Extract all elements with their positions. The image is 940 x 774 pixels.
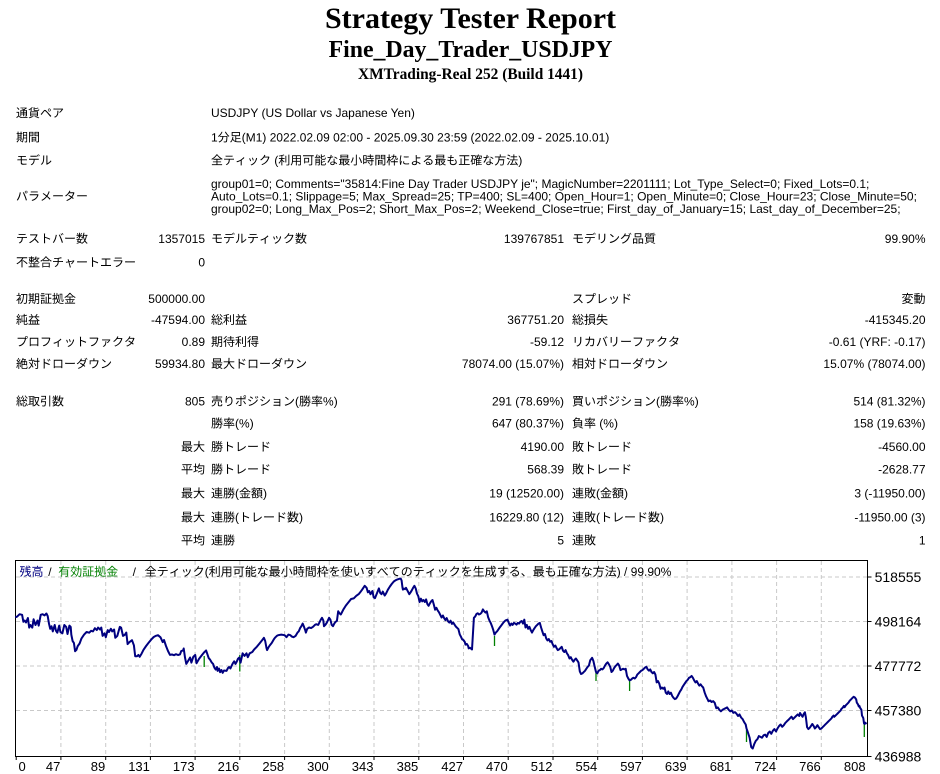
svg-text:19 (12520.00): 19 (12520.00)	[489, 487, 564, 501]
svg-text:0.89: 0.89	[182, 335, 206, 349]
svg-text:1357015: 1357015	[158, 232, 205, 246]
svg-text:597: 597	[620, 759, 642, 774]
svg-text:99.90%: 99.90%	[885, 232, 926, 246]
svg-text:-4560.00: -4560.00	[878, 440, 926, 454]
svg-text:0: 0	[198, 256, 205, 270]
svg-text:291 (78.69%): 291 (78.69%)	[492, 395, 564, 409]
svg-text:15.07% (78074.00): 15.07% (78074.00)	[823, 357, 925, 371]
svg-text:-2628.77: -2628.77	[878, 463, 926, 477]
svg-text:-415345.20: -415345.20	[865, 313, 926, 327]
svg-text:300: 300	[307, 759, 329, 774]
svg-text:0: 0	[19, 759, 26, 774]
svg-text:554: 554	[575, 759, 597, 774]
svg-text:173: 173	[173, 759, 195, 774]
svg-text:131: 131	[128, 759, 150, 774]
svg-text:385: 385	[397, 759, 419, 774]
svg-text:681: 681	[710, 759, 732, 774]
svg-text:258: 258	[262, 759, 284, 774]
svg-text:367751.20: 367751.20	[507, 313, 564, 327]
svg-text:1: 1	[919, 534, 926, 548]
svg-text:805: 805	[185, 395, 205, 409]
svg-text:16229.80 (12): 16229.80 (12)	[489, 511, 564, 525]
svg-text:139767851: 139767851	[504, 232, 564, 246]
svg-text:Auto_Lots=0.1; Slippage=5; Max: Auto_Lots=0.1; Slippage=5; Max_Spread=25…	[211, 189, 917, 203]
svg-text:477772: 477772	[875, 658, 922, 674]
svg-text:457380: 457380	[875, 703, 922, 719]
svg-text:Strategy Tester Report: Strategy Tester Report	[325, 2, 616, 35]
svg-text:518555: 518555	[875, 569, 922, 585]
svg-text:group02=0; Long_Max_Pos=2; Sho: group02=0; Long_Max_Pos=2; Short_Max_Pos…	[211, 202, 901, 216]
svg-text:-0.61 (YRF: -0.17): -0.61 (YRF: -0.17)	[829, 335, 926, 349]
svg-text:4190.00: 4190.00	[521, 440, 565, 454]
svg-text:USDJPY (US Dollar vs Japanese: USDJPY (US Dollar vs Japanese Yen)	[211, 106, 415, 120]
svg-text:500000.00: 500000.00	[148, 292, 205, 306]
svg-text:639: 639	[665, 759, 687, 774]
svg-text:-47594.00: -47594.00	[151, 313, 205, 327]
svg-text:group01=0; Comments="35814:Fin: group01=0; Comments="35814:Fine Day Trad…	[211, 177, 869, 191]
svg-text:470: 470	[486, 759, 508, 774]
svg-text:436988: 436988	[875, 748, 922, 764]
svg-text:Fine_Day_Trader_USDJPY: Fine_Day_Trader_USDJPY	[329, 37, 613, 63]
svg-text:78074.00 (15.07%): 78074.00 (15.07%)	[462, 357, 564, 371]
svg-text:766: 766	[799, 759, 821, 774]
svg-text:514 (81.32%): 514 (81.32%)	[853, 395, 925, 409]
svg-text:808: 808	[844, 759, 866, 774]
svg-text:568.39: 568.39	[527, 463, 564, 477]
svg-text:498164: 498164	[875, 614, 922, 630]
svg-text:343: 343	[352, 759, 374, 774]
svg-text:647 (80.37%): 647 (80.37%)	[492, 417, 564, 431]
svg-text:5: 5	[557, 534, 564, 548]
svg-text:/: /	[133, 565, 137, 579]
svg-text:3 (-11950.00): 3 (-11950.00)	[854, 487, 925, 501]
svg-text:158 (19.63%): 158 (19.63%)	[853, 417, 925, 431]
svg-text:-59.12: -59.12	[530, 335, 564, 349]
svg-text:-11950.00 (3): -11950.00 (3)	[854, 511, 925, 525]
svg-text:512: 512	[531, 759, 553, 774]
svg-text:59934.80: 59934.80	[155, 357, 205, 371]
svg-text:XMTrading-Real 252 (Build 1441: XMTrading-Real 252 (Build 1441)	[358, 66, 583, 83]
svg-text:216: 216	[218, 759, 240, 774]
svg-text:47: 47	[46, 759, 60, 774]
svg-text:724: 724	[754, 759, 776, 774]
svg-text:89: 89	[91, 759, 105, 774]
svg-text:/: /	[48, 565, 52, 579]
svg-text:427: 427	[441, 759, 463, 774]
